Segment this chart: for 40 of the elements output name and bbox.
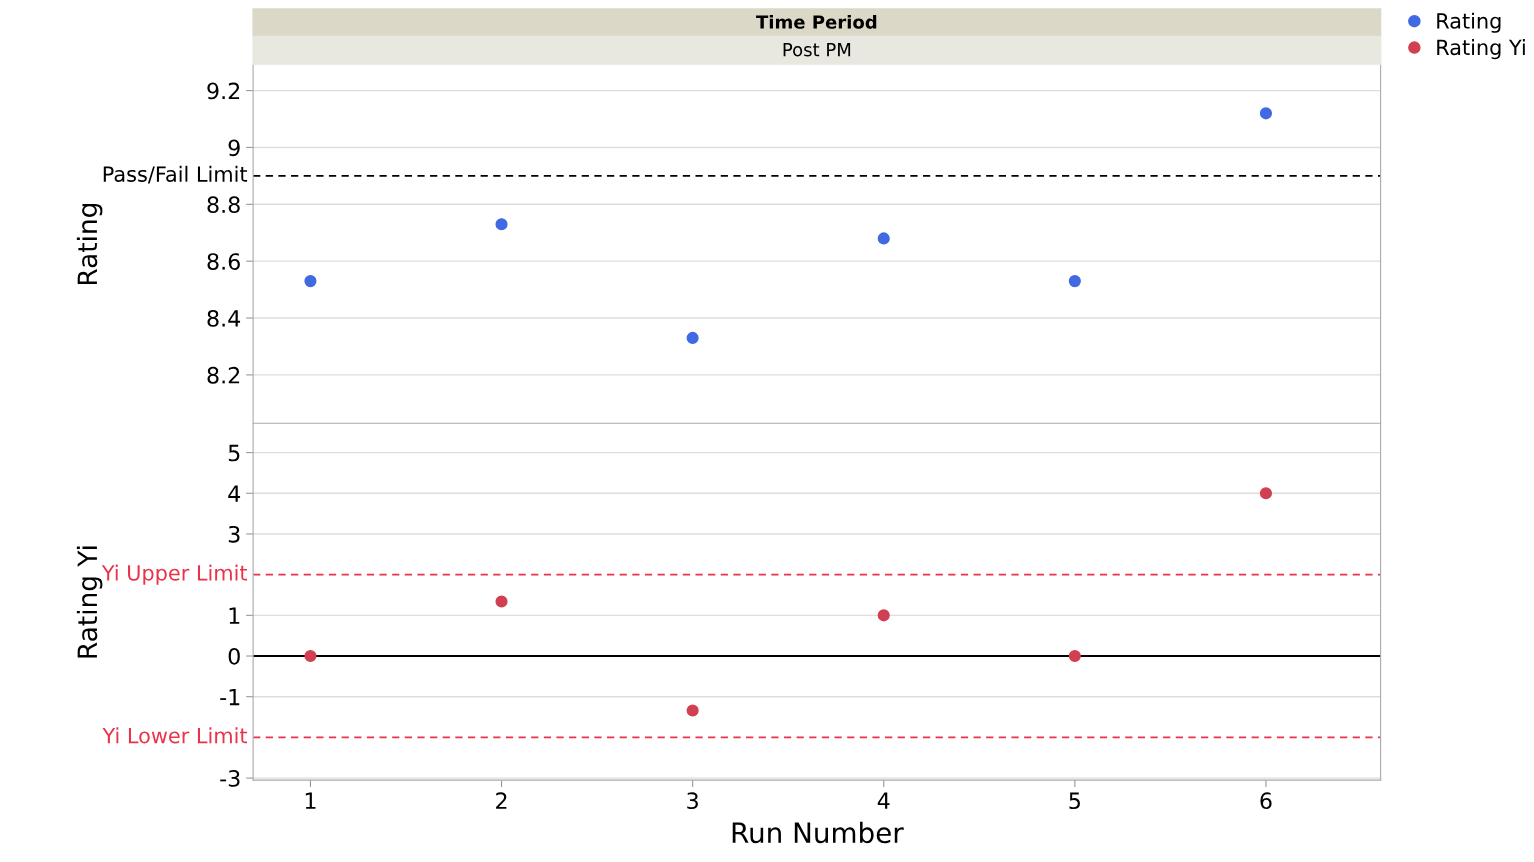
x-tick-label: 1 bbox=[305, 792, 316, 809]
y-tick-label: 5 bbox=[228, 444, 240, 462]
ref-line-label: Pass/Fail Limit bbox=[103, 165, 248, 184]
point bbox=[1259, 107, 1273, 120]
y-tick-label: 0 bbox=[228, 647, 240, 665]
y-axis-title: Rating Yi bbox=[76, 546, 103, 658]
y-tick-label: -1 bbox=[220, 688, 240, 706]
y-tick-label: 8.2 bbox=[207, 366, 240, 384]
y-tick-label: 4 bbox=[228, 485, 241, 502]
ref-line-label: Yi Lower Limit bbox=[102, 727, 248, 744]
chart-title: Time Period bbox=[756, 14, 877, 29]
x-tick-label: 5 bbox=[1069, 792, 1080, 810]
point bbox=[1068, 275, 1081, 288]
y-tick-label: 9 bbox=[228, 139, 240, 157]
legend-label: Rating Yi bbox=[1437, 39, 1525, 60]
x-tick-label: 6 bbox=[1260, 792, 1272, 810]
point bbox=[304, 649, 317, 663]
y-tick-label: 8.6 bbox=[207, 253, 240, 270]
point bbox=[686, 331, 699, 345]
point bbox=[304, 275, 317, 288]
x-axis-title: Run Number bbox=[732, 821, 904, 844]
y-tick-label: 3 bbox=[228, 525, 240, 543]
y-tick-label: 1 bbox=[229, 607, 240, 624]
point bbox=[1068, 649, 1081, 663]
point bbox=[686, 704, 699, 717]
point bbox=[877, 609, 890, 622]
y-tick-label: 8.4 bbox=[207, 309, 241, 327]
y-axis-title: Rating bbox=[76, 203, 103, 285]
y-tick-label: -3 bbox=[220, 770, 240, 787]
point bbox=[1259, 487, 1273, 500]
y-tick-label: 8.8 bbox=[207, 196, 240, 214]
point bbox=[495, 218, 508, 231]
legend-label: Rating bbox=[1437, 12, 1501, 33]
point bbox=[877, 232, 890, 245]
x-tick-label: 3 bbox=[687, 792, 698, 810]
x-tick-label: 2 bbox=[496, 792, 507, 809]
point bbox=[495, 595, 508, 608]
x-tick-label: 4 bbox=[877, 792, 890, 809]
chart-subtitle: Post PM bbox=[783, 43, 851, 57]
y-tick-label: 9.2 bbox=[207, 82, 240, 100]
